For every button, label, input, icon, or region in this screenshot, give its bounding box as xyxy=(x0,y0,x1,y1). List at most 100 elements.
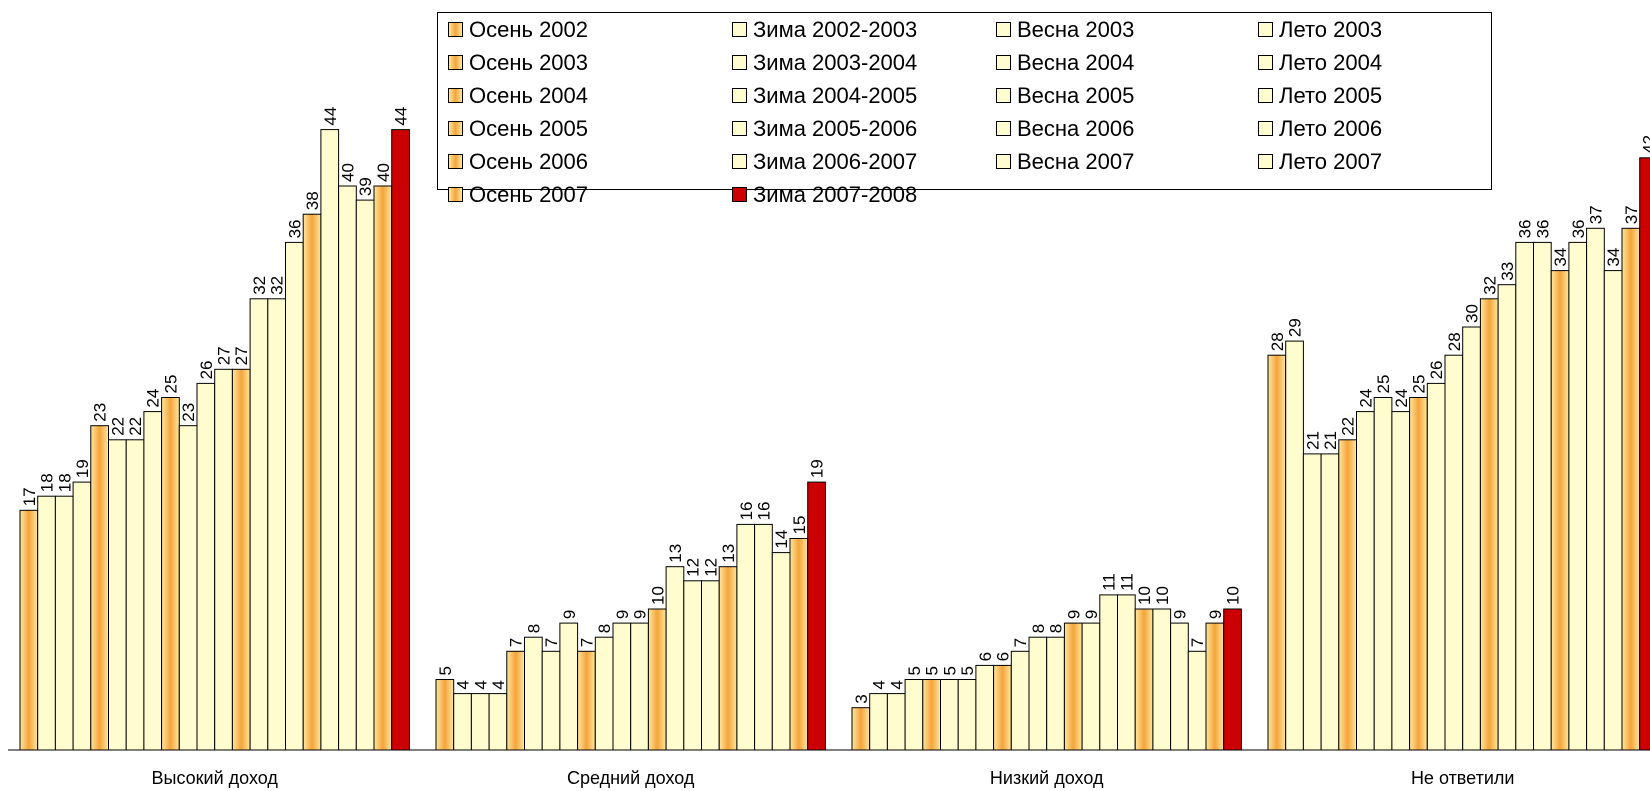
data-label: 26 xyxy=(1427,360,1446,379)
data-label: 14 xyxy=(772,530,791,549)
legend-swatch xyxy=(732,121,747,137)
data-label: 32 xyxy=(250,276,269,295)
legend-label: Лето 2005 xyxy=(1279,83,1383,108)
legend-swatch xyxy=(996,88,1011,104)
data-label: 15 xyxy=(790,516,809,535)
data-label: 4 xyxy=(471,680,490,689)
data-label: 9 xyxy=(1206,610,1225,619)
data-label: 36 xyxy=(1569,219,1588,238)
data-label: 24 xyxy=(1356,389,1375,408)
data-label: 4 xyxy=(454,680,473,689)
bar xyxy=(90,425,110,751)
data-label: 5 xyxy=(940,666,959,675)
data-label: 24 xyxy=(144,389,163,408)
bar xyxy=(701,580,720,751)
legend-label: Осень 2005 xyxy=(469,116,589,141)
bar xyxy=(285,241,304,751)
bar xyxy=(1170,622,1189,751)
data-label: 25 xyxy=(1409,375,1428,394)
bar xyxy=(1586,227,1605,751)
bar xyxy=(72,481,92,751)
bar xyxy=(320,129,340,751)
data-label: 18 xyxy=(55,473,74,492)
legend-item: Осень 2002 xyxy=(448,17,588,43)
bar xyxy=(1205,622,1225,751)
bar xyxy=(1533,241,1552,751)
bar xyxy=(338,185,357,751)
data-label: 4 xyxy=(887,680,906,689)
bar xyxy=(1081,622,1101,751)
bar xyxy=(993,664,1012,751)
legend-item: Лето 2004 xyxy=(1258,50,1382,76)
bar xyxy=(214,368,233,751)
legend-item: Осень 2003 xyxy=(448,50,588,76)
bar xyxy=(922,679,941,751)
bar xyxy=(886,693,906,751)
bar xyxy=(373,185,393,751)
bar xyxy=(1320,453,1340,751)
bar xyxy=(1391,411,1411,751)
legend-label: Зима 2005-2006 xyxy=(753,116,918,141)
legend-item: Весна 2007 xyxy=(996,149,1134,175)
data-label: 12 xyxy=(701,558,720,577)
data-label: 27 xyxy=(215,346,234,365)
legend-label: Лето 2007 xyxy=(1279,149,1383,174)
legend-item: Весна 2003 xyxy=(996,17,1134,43)
legend-label: Зима 2002-2003 xyxy=(753,17,918,42)
bar xyxy=(249,298,269,751)
legend-item: Весна 2004 xyxy=(996,50,1134,76)
data-label: 21 xyxy=(1303,431,1322,450)
data-label: 9 xyxy=(613,610,632,619)
bar xyxy=(143,411,163,751)
data-label: 22 xyxy=(108,417,127,436)
legend-label: Осень 2007 xyxy=(469,182,589,207)
bar xyxy=(1426,382,1446,751)
data-label: 10 xyxy=(1224,586,1243,605)
data-label: 7 xyxy=(542,638,561,647)
legend-swatch xyxy=(996,55,1011,71)
data-label: 33 xyxy=(1498,262,1517,281)
data-label: 10 xyxy=(1135,586,1154,605)
data-label: 11 xyxy=(1117,573,1136,591)
legend-label: Лето 2004 xyxy=(1279,50,1383,75)
bar xyxy=(470,693,490,751)
bar xyxy=(1373,397,1393,751)
data-label: 44 xyxy=(392,107,411,126)
data-label: 9 xyxy=(631,610,650,619)
bars-layer xyxy=(19,129,1650,751)
bar xyxy=(665,566,685,751)
bar xyxy=(19,509,39,751)
data-label: 10 xyxy=(1153,586,1172,605)
legend-label: Зима 2004-2005 xyxy=(753,83,918,108)
bar xyxy=(1515,241,1535,751)
data-label: 6 xyxy=(976,652,995,661)
bar xyxy=(1497,284,1517,751)
legend-swatch xyxy=(996,22,1011,38)
data-label: 28 xyxy=(1445,332,1464,351)
legend-swatch xyxy=(448,88,463,104)
data-label: 23 xyxy=(179,403,198,422)
legend-label: Зима 2007-2008 xyxy=(753,182,918,207)
bar xyxy=(1285,340,1304,751)
data-label: 9 xyxy=(1170,610,1189,619)
legend-item: Зима 2006-2007 xyxy=(732,149,917,175)
data-label: 9 xyxy=(560,610,579,619)
bar xyxy=(594,636,614,751)
data-label: 9 xyxy=(1082,610,1101,619)
bar xyxy=(1010,650,1030,751)
legend-item: Лето 2003 xyxy=(1258,17,1382,43)
legend-swatch xyxy=(1258,121,1273,137)
bar xyxy=(807,481,826,751)
data-label: 16 xyxy=(754,501,773,520)
legend-label: Весна 2005 xyxy=(1017,83,1135,108)
legend-swatch xyxy=(996,154,1011,170)
bar xyxy=(1046,636,1065,751)
legend-swatch xyxy=(732,22,747,38)
legend-item: Зима 2003-2004 xyxy=(732,50,917,76)
data-label: 40 xyxy=(338,163,357,182)
data-label: 7 xyxy=(1188,638,1207,647)
bar xyxy=(904,679,924,751)
legend-swatch xyxy=(448,187,463,203)
legend-label: Лето 2006 xyxy=(1279,116,1383,141)
category-label: Низкий доход xyxy=(990,768,1104,788)
